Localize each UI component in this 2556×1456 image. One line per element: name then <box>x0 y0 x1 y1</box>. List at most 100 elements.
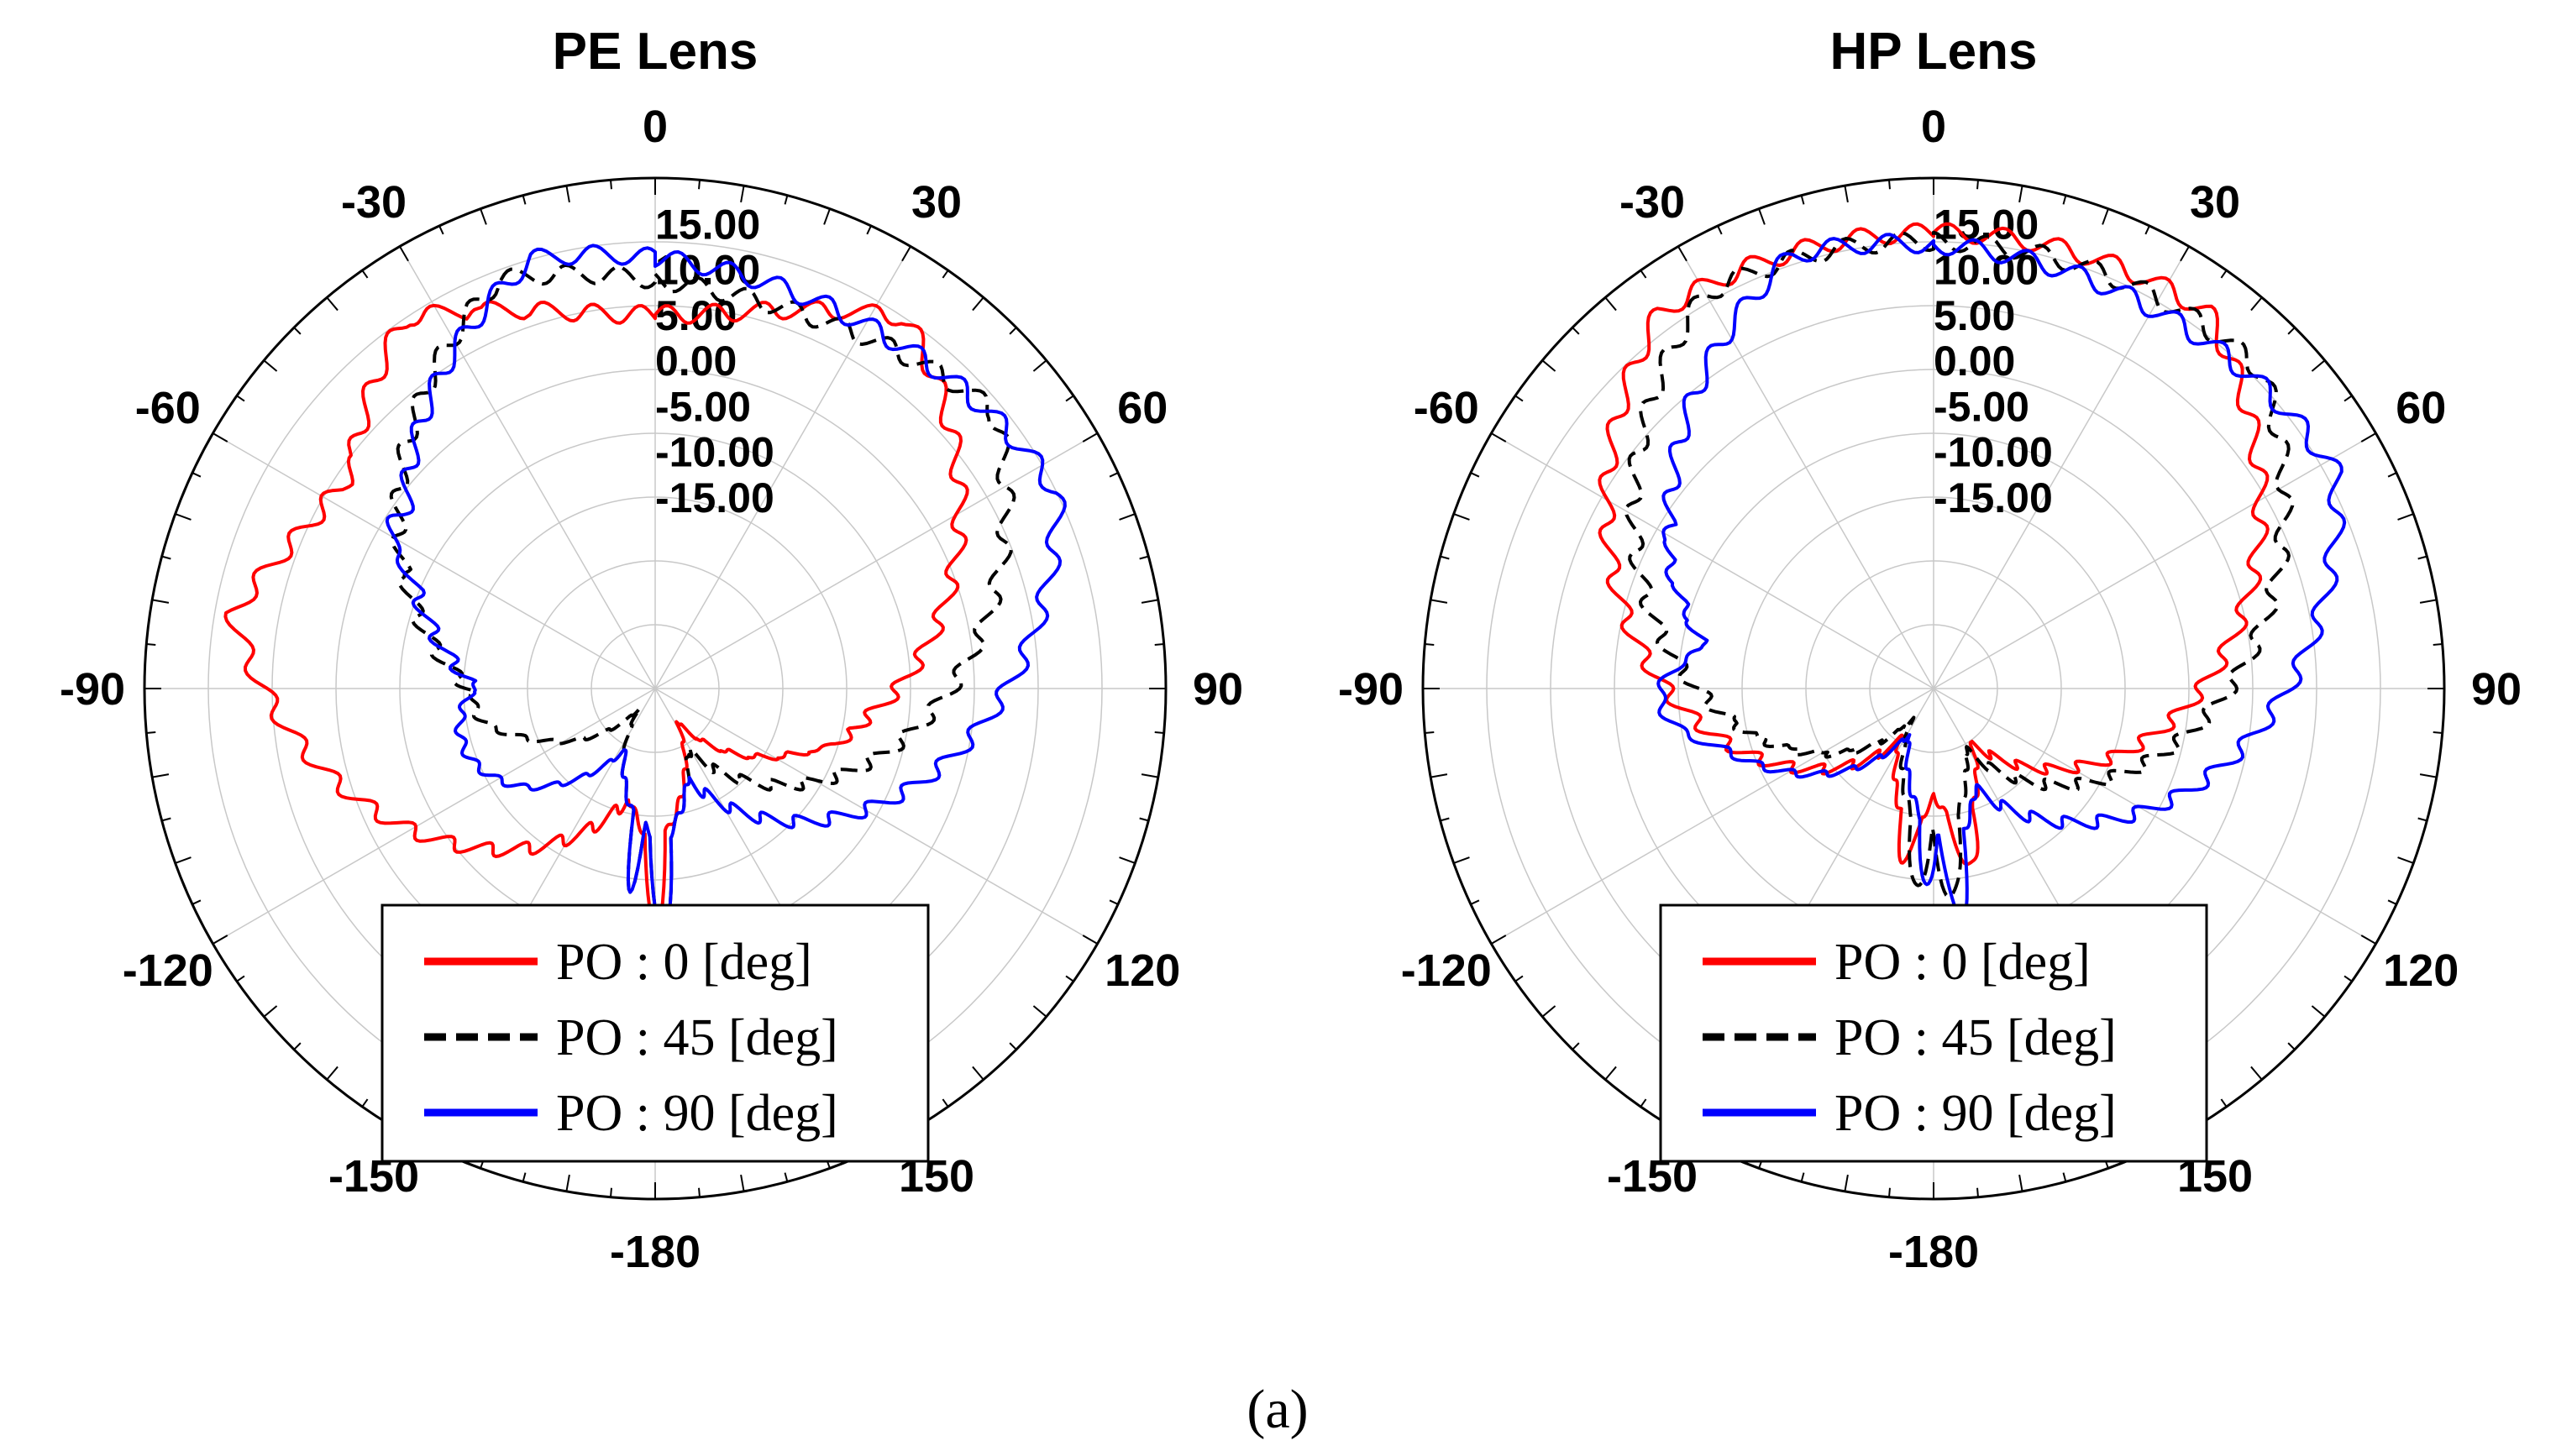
legend-label-po0: PO : 0 [deg] <box>556 934 812 991</box>
tick-mark <box>942 1098 949 1108</box>
tick-mark <box>161 817 171 822</box>
grid-spoke <box>654 432 1098 689</box>
angle-label: 0 <box>643 102 668 152</box>
tick-mark <box>1141 599 1158 604</box>
tick-mark <box>1065 395 1074 402</box>
tick-mark <box>2018 1174 2023 1192</box>
tick-mark <box>565 186 570 203</box>
tick-mark <box>1009 327 1017 335</box>
series-line-po90 <box>1656 233 2347 921</box>
angle-label: 30 <box>2190 177 2240 228</box>
angle-label: 60 <box>2396 383 2446 433</box>
tick-mark <box>2343 395 2353 402</box>
tick-mark <box>1425 731 1435 734</box>
tick-mark <box>263 359 278 372</box>
tick-mark <box>1109 899 1119 905</box>
tick-mark <box>152 773 170 778</box>
angle-label: -90 <box>60 664 125 715</box>
tick-mark <box>1800 1172 1805 1182</box>
tick-mark <box>1888 180 1891 190</box>
tick-mark <box>972 1066 984 1081</box>
tick-mark <box>1677 245 1687 262</box>
series-line-po0 <box>223 300 969 930</box>
tick-mark <box>2102 208 2109 225</box>
tick-mark <box>1032 359 1047 372</box>
tick-mark <box>480 208 487 225</box>
radial-label: -15.00 <box>1934 474 2053 521</box>
tick-mark <box>293 1042 302 1050</box>
tick-mark <box>1440 817 1450 822</box>
grid-spoke <box>1933 432 2376 689</box>
tick-mark <box>866 225 872 235</box>
tick-mark <box>698 180 701 190</box>
tick-mark <box>1119 513 1136 521</box>
tick-mark <box>1032 1005 1047 1018</box>
tick-mark <box>2144 225 2150 235</box>
tick-mark <box>1514 395 1524 402</box>
tick-mark <box>942 270 949 279</box>
tick-mark <box>1453 856 1470 864</box>
tick-mark <box>1717 225 1723 235</box>
radial-label: -15.00 <box>655 474 774 521</box>
grid-spoke <box>1491 432 1934 689</box>
tick-mark <box>212 432 228 443</box>
tick-mark <box>972 296 984 312</box>
tick-mark <box>1425 643 1435 646</box>
angle-label: 120 <box>2383 945 2459 996</box>
legend: PO : 0 [deg] PO : 45 [deg] PO : 90 [deg] <box>381 903 930 1163</box>
tick-mark <box>293 327 302 335</box>
tick-mark <box>1009 1042 1017 1050</box>
tick-mark <box>1976 180 1979 190</box>
tick-mark <box>1139 555 1149 560</box>
tick-mark <box>1572 327 1580 335</box>
angle-label: 30 <box>911 177 962 228</box>
angle-label: 60 <box>1117 383 1168 433</box>
grid-spoke <box>1677 246 1934 689</box>
tick-mark <box>901 245 911 262</box>
tick-mark <box>2062 195 2067 205</box>
radial-label: 5.00 <box>1934 292 2015 339</box>
chart-title: PE Lens <box>553 23 758 81</box>
legend-label-po45: PO : 45 [deg] <box>1834 1009 2117 1066</box>
angle-label: -120 <box>123 945 213 996</box>
tick-mark <box>236 395 245 402</box>
tick-mark <box>1640 1098 1647 1108</box>
tick-mark <box>1514 975 1524 982</box>
radial-label: 0.00 <box>655 338 737 385</box>
tick-mark <box>399 245 409 262</box>
tick-mark <box>565 1174 570 1192</box>
tick-mark <box>2419 599 2437 604</box>
grid-spoke <box>1933 688 2376 945</box>
series-line-po90 <box>385 244 1067 933</box>
tick-mark <box>522 1172 527 1182</box>
tick-mark <box>1141 773 1158 778</box>
tick-mark <box>2387 472 2397 478</box>
tick-mark <box>1139 817 1149 822</box>
tick-mark <box>2220 1098 2228 1108</box>
grid-spoke <box>213 432 656 689</box>
tick-mark <box>1604 296 1617 312</box>
angle-label: -60 <box>135 383 201 433</box>
tick-mark <box>1119 856 1136 864</box>
tick-mark <box>212 935 228 945</box>
legend-label-po0: PO : 0 [deg] <box>1834 934 2091 991</box>
polar-ticks <box>1423 178 2444 1199</box>
tick-mark <box>152 599 170 604</box>
tick-mark <box>1844 1174 1849 1192</box>
tick-mark <box>1440 555 1450 560</box>
figure-caption: (a) <box>1247 1379 1308 1440</box>
tick-mark <box>1082 432 1099 443</box>
tick-mark <box>2360 935 2377 945</box>
tick-mark <box>1430 773 1448 778</box>
tick-mark <box>192 899 202 905</box>
angle-label: -60 <box>1414 383 1479 433</box>
tick-mark <box>2343 975 2353 982</box>
angle-label: 120 <box>1105 945 1180 996</box>
grid-spoke <box>1933 246 2190 689</box>
angle-label: -30 <box>341 177 407 228</box>
hp-lens-polar-chart: HP Lens 0306090120150-180-150-120-90-60-… <box>1338 23 2522 1277</box>
tick-mark <box>2387 899 2397 905</box>
tick-mark <box>361 270 369 279</box>
